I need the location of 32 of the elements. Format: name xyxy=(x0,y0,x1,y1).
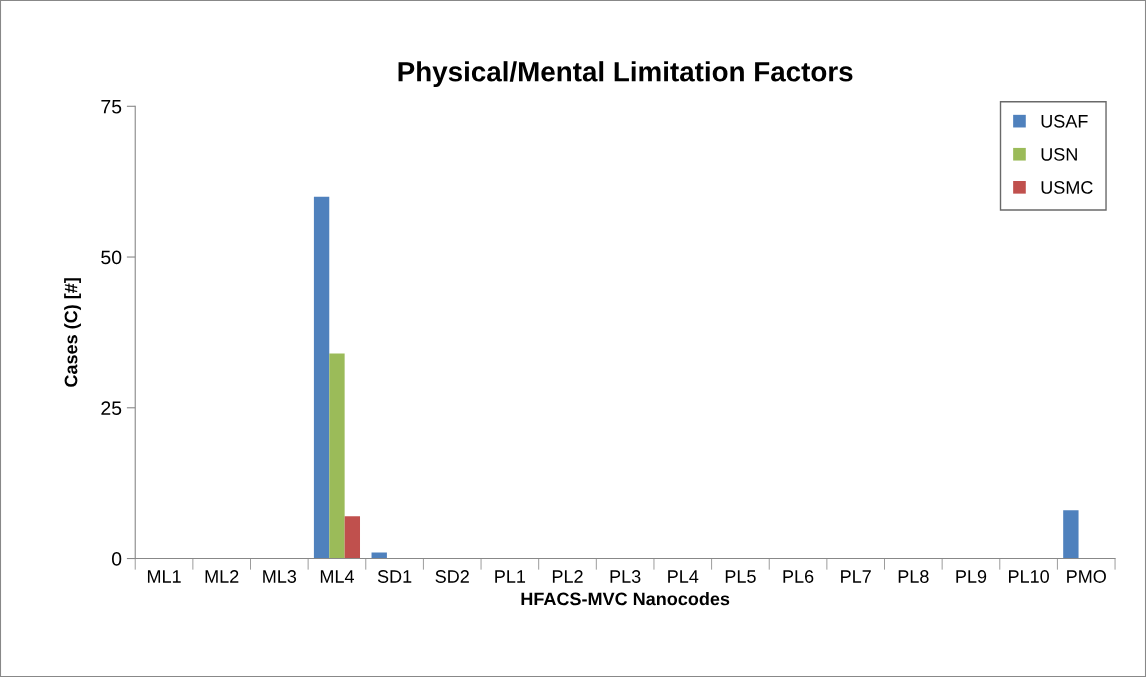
bar xyxy=(313,196,330,559)
bar xyxy=(371,552,387,559)
x-tick-label: PL9 xyxy=(956,570,987,583)
x-tick-label: PMO xyxy=(1067,570,1106,583)
x-tick-label: PL4 xyxy=(668,570,699,583)
y-tick-label: 75 xyxy=(101,99,122,114)
x-tick-label: PL5 xyxy=(725,570,756,583)
legend-label: USAF xyxy=(1041,114,1088,128)
x-tick-label: ML4 xyxy=(320,570,354,583)
x-tick-label: ML3 xyxy=(263,570,297,583)
x-tick-label: PL7 xyxy=(841,570,871,583)
chart-title: Physical/Mental Limitation Factors xyxy=(398,61,853,88)
x-tick-label: PL1 xyxy=(495,570,526,583)
y-tick-label: 50 xyxy=(101,250,122,265)
x-tick-label: PL3 xyxy=(610,570,641,583)
x-tick-label: SD1 xyxy=(377,570,412,583)
x-tick-label: ML2 xyxy=(205,570,239,583)
bar xyxy=(344,516,361,559)
x-tick-label: SD2 xyxy=(435,570,469,583)
y-tick-label: 25 xyxy=(101,401,122,416)
x-tick-label: PL6 xyxy=(783,570,814,583)
x-axis-title: HFACS-MVC Nanocodes xyxy=(521,592,730,606)
legend-label: USN xyxy=(1041,147,1077,161)
legend-label: USMC xyxy=(1041,181,1093,194)
x-tick-label: ML1 xyxy=(147,570,181,583)
x-tick-label: PL8 xyxy=(898,570,929,583)
y-axis-title: Cases (C) [#] xyxy=(64,278,81,387)
bar xyxy=(329,353,345,559)
y-tick-label: 0 xyxy=(111,551,122,566)
x-tick-label: PL2 xyxy=(552,570,583,583)
x-tick-label: PL10 xyxy=(1009,570,1049,583)
bar xyxy=(1063,510,1079,559)
